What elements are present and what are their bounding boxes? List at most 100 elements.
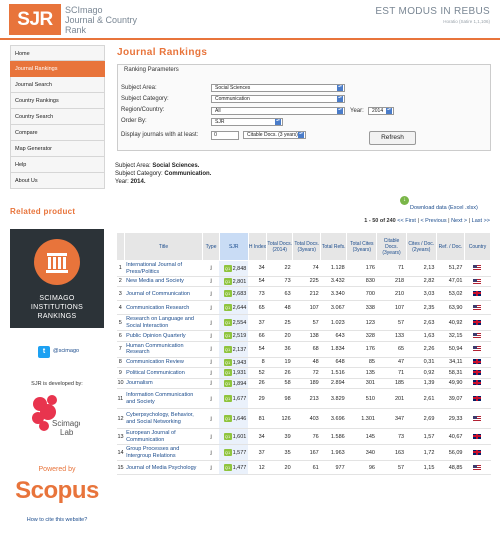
total-docs-3y-cell: 107 [292,300,321,316]
developed-by-text: SJR is developed by: [31,381,83,387]
scimago-lab-logo[interactable]: Scimago Lab [30,394,84,440]
journal-title-link[interactable]: Group Processes and Intergroup Relations [124,444,203,462]
column-header-h-index[interactable]: H Index [247,232,268,261]
journal-title-link[interactable]: Information Communication and Society [124,388,203,410]
type-cell: j [202,357,220,369]
pager-first-link[interactable]: << First [397,218,416,224]
subject-category-select[interactable]: Communication [211,95,345,103]
sjr-cell: Q1 1,601 [219,428,249,446]
rank-cell: 6 [116,330,125,342]
total-docs-3y-cell: 212 [292,286,321,302]
table-row: 6 Public Opinion Quarterly j Q1 2,519 66 20 138… [116,330,491,342]
total-refs-cell: 1.586 [320,428,347,446]
sjr-cell: Q1 1,477 [219,460,249,476]
table-row: 9 Political Communication j Q1 1,931 52 26 72 1.… [116,367,491,379]
refs-per-doc-cell: 29,33 [436,408,465,430]
column-header-country[interactable]: Country [463,232,492,261]
refresh-button[interactable]: Refresh [369,131,416,145]
journal-title-link[interactable]: Research on Language and Social Interact… [124,314,203,332]
total-docs-3y-cell: 61 [292,460,321,476]
total-refs-cell: 1.023 [320,314,347,332]
quartile-badge: Q1 [223,358,232,366]
type-cell: j [202,388,220,410]
journal-title-link[interactable]: Human Communication Research [124,341,203,358]
total-refs-cell: 643 [320,330,347,342]
cites-per-doc-cell: 1,63 [406,330,437,342]
total-refs-cell: 3.432 [320,276,347,288]
quartile-badge: Q1 [223,278,232,285]
flag-us-icon [473,332,482,338]
flag-us-icon [473,278,482,284]
sidebar-item-help[interactable]: Help [10,157,105,173]
sjr-logo[interactable]: SJR [9,4,61,35]
refs-per-doc-cell: 51,27 [436,260,465,277]
type-cell: j [202,286,220,302]
sir-rankings-banner[interactable]: SCIMAGO INSTITUTIONS RANKINGS [10,229,104,328]
pager-previous-link[interactable]: < Previous [420,218,447,224]
total-refs-cell: 3.067 [320,300,347,316]
type-cell: j [202,408,220,430]
sidebar-item-home[interactable]: Home [10,45,105,61]
pagination: 1 - 50 of 240 << First | < Previous | Ne… [364,218,490,224]
site-name: SCImago Journal & Country Rank [65,5,138,35]
year-select[interactable]: 2014 [368,107,394,115]
journal-title-link[interactable]: New Media and Society [124,276,203,288]
journal-title-link[interactable]: Journal of Communication [124,286,203,302]
sidebar-item-country-rankings[interactable]: Country Rankings [10,93,105,109]
min-docs-input[interactable]: 0 [211,131,239,140]
column-header-total-refs[interactable]: Total Refs. [320,232,348,261]
sidebar-item-map-generator[interactable]: Map Generator [10,141,105,157]
citable-docs-select[interactable]: Citable Docs. (3 years) [243,131,306,139]
twitter-icon[interactable]: t [38,346,50,358]
column-header-total-docs-3y[interactable]: Total Docs. (3years) [292,232,322,261]
sidebar-item-compare[interactable]: Compare [10,125,105,141]
total-refs-cell: 1.516 [320,367,347,379]
sjr-cell: Q1 2,644 [219,300,249,316]
sidebar-item-about-us[interactable]: About Us [10,173,105,189]
order-by-select[interactable]: SJR [211,118,283,126]
rank-cell: 15 [116,460,125,476]
table-row: 3 Journal of Communication j Q1 2,683 73 63 212… [116,286,491,302]
column-header-cites-per-doc[interactable]: Cites / Doc. (2years) [405,232,437,261]
table-row: 5 Research on Language and Social Interac… [116,314,491,332]
journal-title-link[interactable]: Journal of Media Psychology [124,460,203,476]
column-header-type[interactable]: Type [202,232,220,261]
type-cell: j [202,314,220,332]
column-header-sjr[interactable]: SJR [218,232,249,261]
cites-per-doc-cell: 2,61 [406,388,437,410]
column-header-total-docs[interactable]: Total Docs. (2014) [266,232,294,261]
download-icon[interactable]: ↓ [400,196,409,205]
journal-title-link[interactable]: International Journal of Press/Politics [124,260,203,277]
pager-next-link[interactable]: Next > [451,218,468,224]
column-header-citable-docs[interactable]: Citable Docs. (3years) [376,232,407,261]
journal-title-link[interactable]: Communication Review [124,357,203,369]
sidebar-nav: Home Journal Rankings Journal Search Cou… [10,45,105,189]
column-header-total-cites[interactable]: Total Cites (3years) [346,232,378,261]
column-header-refs-per-doc[interactable]: Ref. / Doc. [435,232,465,261]
journal-title-link[interactable]: Political Communication [124,367,203,379]
total-docs-cell: 48 [266,300,293,316]
table-row: 13 European Journal of Communication j Q1 1,… [116,428,491,446]
region-select[interactable]: All [211,107,345,115]
twitter-handle-link[interactable]: @scimago [53,348,80,354]
column-header-title[interactable]: Title [123,232,204,261]
how-to-cite-link[interactable]: How to cite this website? [26,517,88,523]
sidebar-item-journal-search[interactable]: Journal Search [10,77,105,93]
journal-title-link[interactable]: European Journal of Communication [124,428,203,446]
total-docs-cell: 26 [266,367,293,379]
journal-title-link[interactable]: Journalism [124,378,203,390]
sjr-cell: Q1 1,894 [219,378,249,390]
rank-cell: 2 [116,276,125,288]
subject-area-select[interactable]: Social Sciences [211,84,345,92]
scopus-logo[interactable]: Scopus [15,477,99,504]
pager-last-link[interactable]: Last >> [471,218,490,224]
total-docs-3y-cell: 57 [292,314,321,332]
journal-title-link[interactable]: Public Opinion Quarterly [124,330,203,342]
sidebar-item-journal-rankings[interactable]: Journal Rankings [10,61,105,77]
journal-title-link[interactable]: Communication Research [124,300,203,316]
journal-title-link[interactable]: Cyberpsychology, Behavior, and Social Ne… [124,408,203,430]
download-data-link[interactable]: Download data (Excel .xlsx) [410,205,478,211]
refs-per-doc-cell: 40,92 [436,314,465,332]
h-index-cell: 34 [248,260,267,277]
sidebar-item-country-search[interactable]: Country Search [10,109,105,125]
